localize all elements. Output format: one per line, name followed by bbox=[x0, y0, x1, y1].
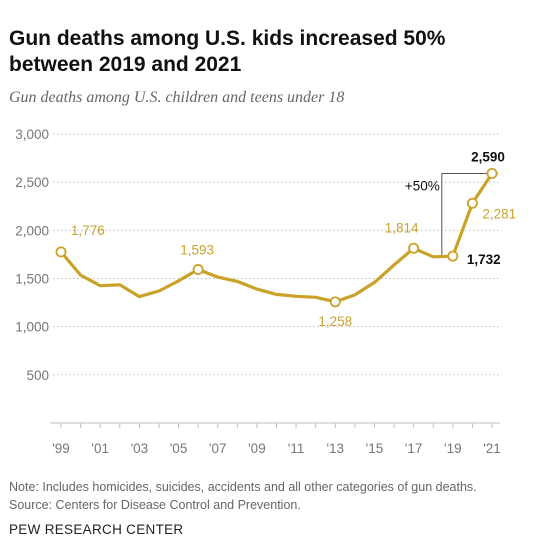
x-tick-label: '15 bbox=[366, 441, 384, 456]
y-tick-label: 2,500 bbox=[15, 175, 49, 190]
series-line bbox=[59, 171, 494, 304]
x-tick-label: '19 bbox=[444, 441, 462, 456]
brand-name: PEW RESEARCH CENTER bbox=[9, 522, 184, 537]
x-tick-label: '05 bbox=[170, 441, 188, 456]
chart-subtitle: Gun deaths among U.S. children and teens… bbox=[9, 89, 345, 106]
y-tick-label: 3,000 bbox=[15, 127, 49, 142]
annotation-label: +50% bbox=[405, 178, 440, 193]
y-tick-label: 1,500 bbox=[15, 272, 49, 287]
data-point bbox=[329, 296, 341, 308]
x-tick-label: '03 bbox=[131, 441, 149, 456]
data-label: 2,590 bbox=[471, 149, 505, 164]
x-tick-label: '99 bbox=[52, 441, 70, 456]
chart-title: Gun deaths among U.S. kids increased 50%… bbox=[9, 27, 446, 76]
x-tick-label: '11 bbox=[288, 441, 305, 456]
chart-notes: Note: Includes homicides, suicides, acci… bbox=[9, 478, 477, 514]
data-label: 1,593 bbox=[180, 243, 214, 258]
data-point bbox=[55, 246, 67, 258]
annotation-bracket bbox=[441, 172, 498, 259]
source-text: Source: Centers for Disease Control and … bbox=[9, 498, 301, 512]
note-text: Note: Includes homicides, suicides, acci… bbox=[9, 480, 477, 494]
y-tick-label: 500 bbox=[26, 368, 49, 383]
x-tick-label: '21 bbox=[483, 441, 501, 456]
data-point bbox=[447, 250, 459, 262]
x-tick-label: '09 bbox=[248, 441, 266, 456]
y-tick-label: 1,000 bbox=[15, 320, 49, 335]
data-label: 2,281 bbox=[482, 206, 516, 221]
x-tick-label: '17 bbox=[405, 441, 423, 456]
y-tick-label: 2,000 bbox=[15, 223, 49, 238]
data-label: 1,258 bbox=[318, 314, 352, 329]
data-point bbox=[466, 197, 478, 209]
data-point bbox=[408, 242, 420, 254]
x-tick-label: '13 bbox=[326, 441, 344, 456]
data-label: 1,732 bbox=[467, 252, 501, 267]
x-tick-label: '01 bbox=[91, 441, 109, 456]
data-point bbox=[486, 167, 498, 179]
data-point bbox=[192, 264, 204, 276]
data-label: 1,814 bbox=[385, 220, 419, 235]
x-tick-label: '07 bbox=[209, 441, 227, 456]
data-label: 1,776 bbox=[71, 223, 105, 238]
